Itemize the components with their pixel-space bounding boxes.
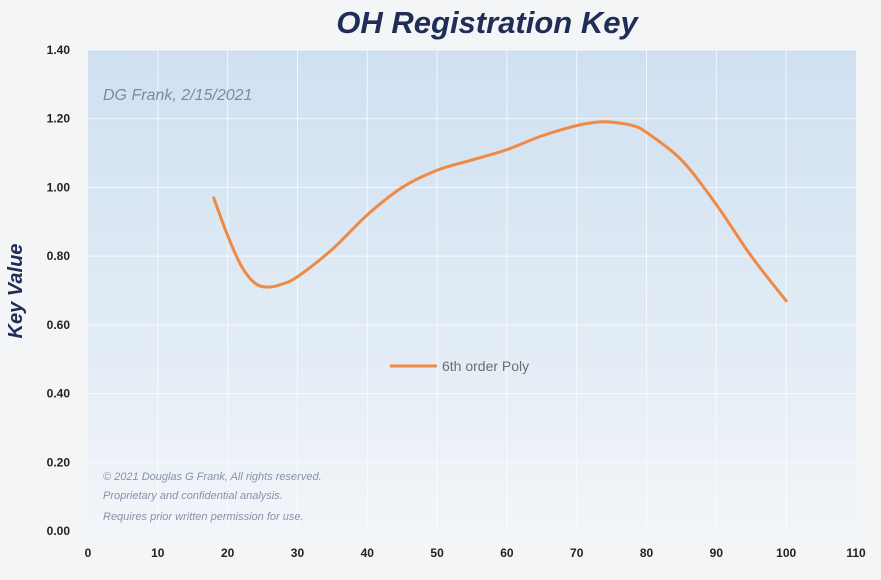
y-tick-label: 1.20 — [47, 112, 71, 126]
legend: 6th order Poly — [390, 358, 529, 374]
x-tick-label: 100 — [776, 546, 796, 560]
y-tick-label: 1.00 — [47, 180, 71, 194]
y-axis-ticks: 0.00 0.20 0.40 0.60 0.80 1.00 1.20 1.40 — [47, 43, 71, 538]
x-axis-ticks: 0 10 20 30 40 50 60 70 80 90 100 110 — [85, 546, 866, 560]
x-tick-label: 40 — [361, 546, 375, 560]
y-tick-label: 0.80 — [47, 249, 71, 263]
x-tick-label: 30 — [291, 546, 305, 560]
x-tick-label: 0 — [85, 546, 92, 560]
x-tick-label: 110 — [846, 546, 866, 560]
y-tick-label: 0.60 — [47, 318, 71, 332]
grid-lines — [88, 49, 856, 531]
y-axis-label: Key Value — [5, 244, 27, 339]
copyright-line-2: Proprietary and confidential analysis. — [103, 490, 283, 502]
x-tick-label: 90 — [710, 546, 724, 560]
x-tick-label: 10 — [151, 546, 165, 560]
plot-area — [88, 50, 856, 531]
x-tick-label: 50 — [430, 546, 444, 560]
y-tick-label: 0.20 — [47, 455, 71, 469]
series-lines — [212, 120, 788, 303]
chart-title: OH Registration Key — [336, 5, 639, 40]
y-tick-label: 0.40 — [47, 387, 71, 401]
copyright-notice: © 2021 Douglas G Frank, All rights reser… — [103, 471, 322, 523]
y-tick-label: 1.40 — [47, 43, 71, 57]
series-line-6th-order-poly — [212, 120, 788, 303]
x-tick-label: 60 — [500, 546, 514, 560]
y-tick-label: 0.00 — [47, 524, 71, 538]
x-tick-label: 80 — [640, 546, 654, 560]
plot-background — [88, 50, 856, 531]
x-tick-label: 70 — [570, 546, 584, 560]
copyright-line-3: Requires prior written permission for us… — [103, 511, 304, 523]
x-tick-label: 20 — [221, 546, 235, 560]
copyright-line-1: © 2021 Douglas G Frank, All rights reser… — [103, 471, 322, 483]
legend-label: 6th order Poly — [442, 358, 529, 374]
author-credit: DG Frank, 2/15/2021 — [103, 87, 252, 104]
